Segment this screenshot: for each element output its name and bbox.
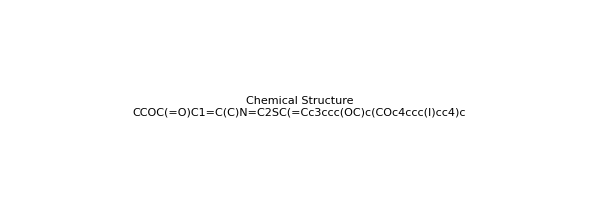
Text: Chemical Structure
CCOC(=O)C1=C(C)N=C2SC(=Cc3ccc(OC)c(COc4ccc(I)cc4)c: Chemical Structure CCOC(=O)C1=C(C)N=C2SC… [133,96,466,117]
